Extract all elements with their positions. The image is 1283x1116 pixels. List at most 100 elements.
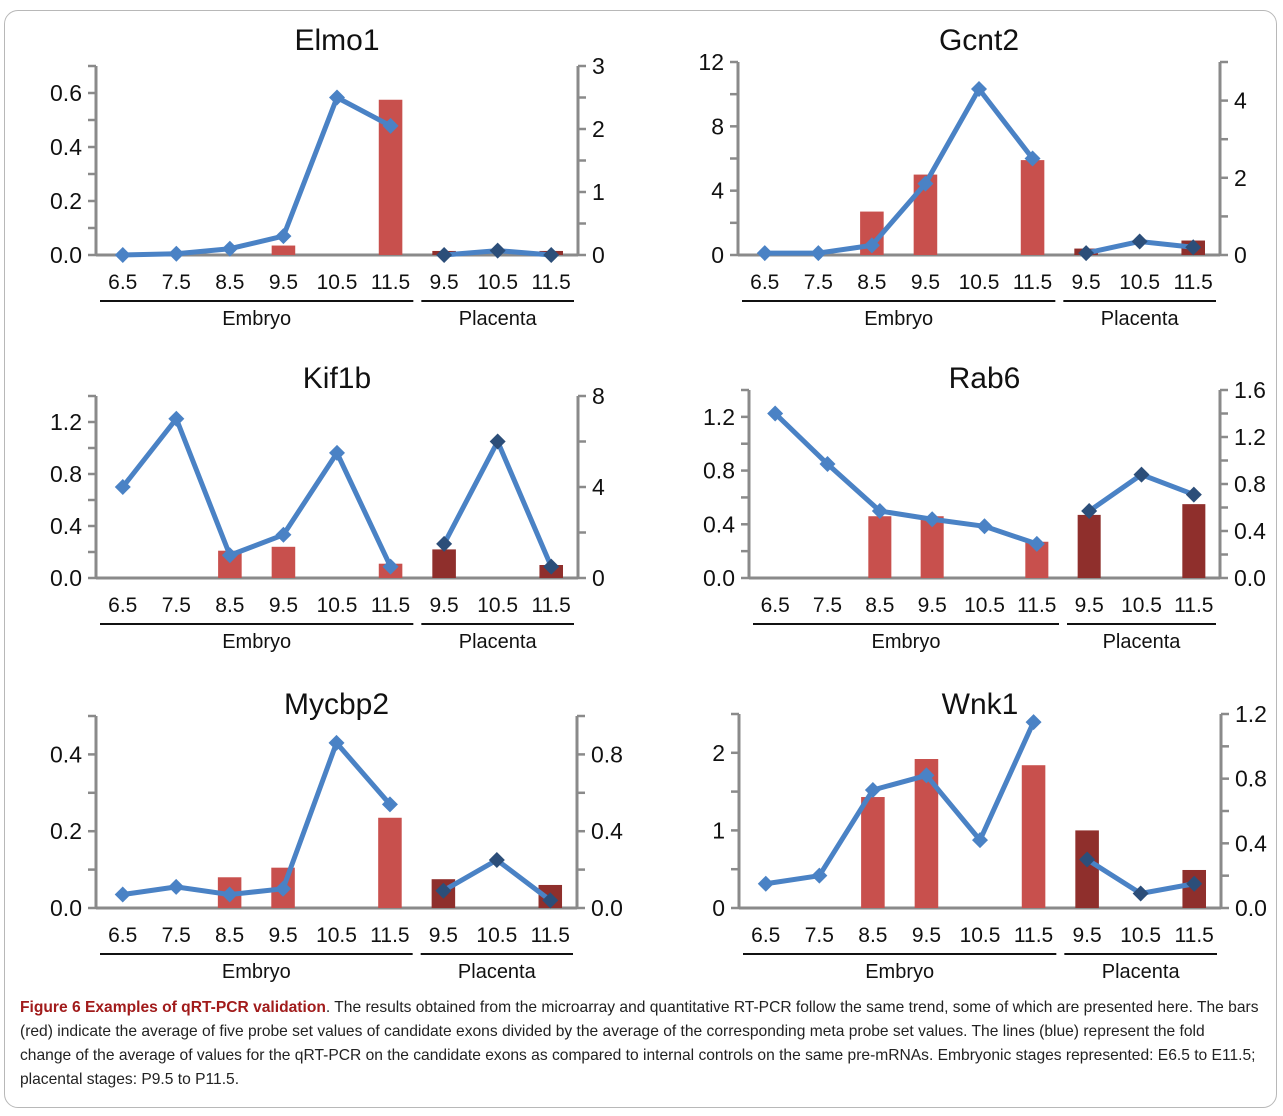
line-point: [543, 247, 560, 263]
line-point: [1131, 233, 1148, 250]
chart-panel-mycbp2: Mycbp2 0.0 0.2 0.4 0.0 0.4 0.8 6.5 7.5 8.5 9.5 10.5…: [50, 688, 623, 983]
line-point: [114, 886, 131, 903]
line-point: [381, 796, 398, 813]
group-label: Placenta: [458, 961, 537, 983]
y-left-tick-label: 0.4: [703, 511, 735, 537]
x-tick-label: 9.5: [1075, 594, 1104, 617]
group-label: Placenta: [1101, 308, 1180, 330]
x-tick-label: 10.5: [960, 924, 1001, 947]
caption-text: . The results obtained from the microarr…: [20, 999, 1259, 1088]
x-tick-label: 8.5: [857, 271, 886, 294]
y-left-tick-label: 0: [712, 895, 725, 921]
x-tick-label: 9.5: [430, 594, 459, 617]
x-tick-label: 8.5: [858, 924, 887, 947]
line-point: [221, 886, 238, 903]
y-right-tick-label: 0.4: [1234, 518, 1266, 544]
line-point: [918, 767, 935, 784]
x-tick-label: 11.5: [371, 594, 410, 617]
line-point: [1081, 503, 1098, 520]
line-point: [1078, 245, 1095, 262]
x-tick-label: 6.5: [751, 924, 780, 947]
x-tick-label: 10.5: [964, 594, 1005, 617]
x-tick-label: 11.5: [1175, 924, 1214, 947]
line-point: [275, 880, 292, 897]
y-right-tick-label: 0: [1234, 242, 1247, 268]
x-tick-label: 7.5: [804, 271, 833, 294]
y-left-tick-label: 0.4: [50, 513, 82, 539]
x-tick-label: 10.5: [317, 594, 358, 617]
chart-panel-rab6: Rab6 0.0 0.4 0.8 1.2 0.0 0.4 0.8 1.2 1.6 6.5 7.5 8.5…: [703, 362, 1266, 653]
line-point: [864, 781, 881, 798]
chart-title: Mycbp2: [284, 688, 389, 721]
x-tick-label: 6.5: [108, 594, 137, 617]
chart-panel-kif1b: Kif1b 0.0 0.4 0.8 1.2 0 4 8 6.5 7.5 8.5 9.5 10.5 11.5…: [50, 362, 605, 653]
line-point: [168, 878, 185, 895]
line-point: [972, 832, 988, 849]
x-tick-label: 7.5: [805, 924, 834, 947]
group-label: Embryo: [865, 961, 934, 983]
series-line-embryo: [765, 721, 1036, 887]
x-tick-label: 11.5: [1017, 594, 1056, 617]
line-point: [489, 433, 506, 450]
x-tick-label: 10.5: [1119, 271, 1160, 294]
y-left-tick-label: 2: [712, 740, 725, 766]
line-point: [1132, 885, 1149, 902]
line-point: [971, 81, 987, 98]
x-tick-label: 9.5: [268, 924, 297, 947]
bar: [271, 546, 296, 578]
x-tick-label: 11.5: [1174, 271, 1213, 294]
line-point: [436, 535, 453, 552]
x-tick-label: 9.5: [430, 271, 459, 294]
y-right-tick-label: 2: [1234, 165, 1247, 191]
x-tick-label: 7.5: [162, 271, 191, 294]
x-tick-label: 10.5: [1120, 924, 1161, 947]
line-point: [811, 867, 828, 884]
y-right-tick-label: 0.0: [1234, 565, 1266, 591]
line-point: [1186, 875, 1203, 892]
x-tick-label: 10.5: [317, 271, 358, 294]
x-tick-label: 9.5: [429, 924, 458, 947]
bar: [861, 797, 885, 908]
bar: [1025, 541, 1049, 578]
line-point: [275, 228, 292, 245]
bar: [1077, 514, 1101, 578]
y-left-tick-label: 1: [712, 817, 725, 843]
group-label: Embryo: [864, 308, 933, 330]
x-tick-label: 9.5: [269, 594, 298, 617]
y-left-tick-label: 0.8: [703, 458, 735, 484]
chart-title: Kif1b: [303, 362, 371, 395]
line-point: [757, 875, 774, 892]
y-right-tick-label: 2: [592, 116, 605, 142]
x-tick-label: 9.5: [912, 924, 941, 947]
figure-frame: [4, 10, 1277, 1108]
bar: [1020, 160, 1045, 255]
line-point: [436, 247, 453, 263]
y-left-tick-label: 0.6: [50, 80, 82, 106]
y-right-tick-label: 1.6: [1234, 377, 1266, 403]
y-right-tick-label: 0.8: [1235, 766, 1267, 792]
chart-panel-elmo1: Elmo1 0.0 0.2 0.4 0.6 0 1 2 3 6.5 7.5 8.5 9.5 10.5 11.…: [50, 24, 605, 330]
y-right-tick-label: 1.2: [1234, 424, 1266, 450]
line-point: [382, 117, 399, 134]
y-right-tick-label: 4: [1234, 88, 1247, 114]
x-tick-label: 11.5: [371, 271, 410, 294]
x-tick-label: 6.5: [750, 271, 779, 294]
series-line-placenta: [441, 439, 554, 568]
y-right-tick-label: 0: [592, 565, 605, 591]
bar: [1021, 765, 1046, 908]
line-point: [543, 558, 560, 575]
bar: [218, 550, 242, 578]
y-right-tick-label: 0: [592, 242, 605, 268]
y-left-tick-label: 0.4: [50, 741, 82, 767]
bar: [914, 759, 939, 908]
bar: [271, 245, 296, 255]
group-label: Embryo: [222, 308, 291, 330]
bar: [920, 516, 944, 578]
y-right-tick-label: 1.2: [1235, 701, 1267, 727]
line-point: [1185, 486, 1202, 503]
x-tick-label: 6.5: [761, 594, 790, 617]
chart-title: Wnk1: [942, 688, 1019, 721]
line-point: [328, 734, 345, 751]
y-left-tick-label: 0.0: [50, 565, 82, 591]
line-point: [114, 479, 131, 495]
